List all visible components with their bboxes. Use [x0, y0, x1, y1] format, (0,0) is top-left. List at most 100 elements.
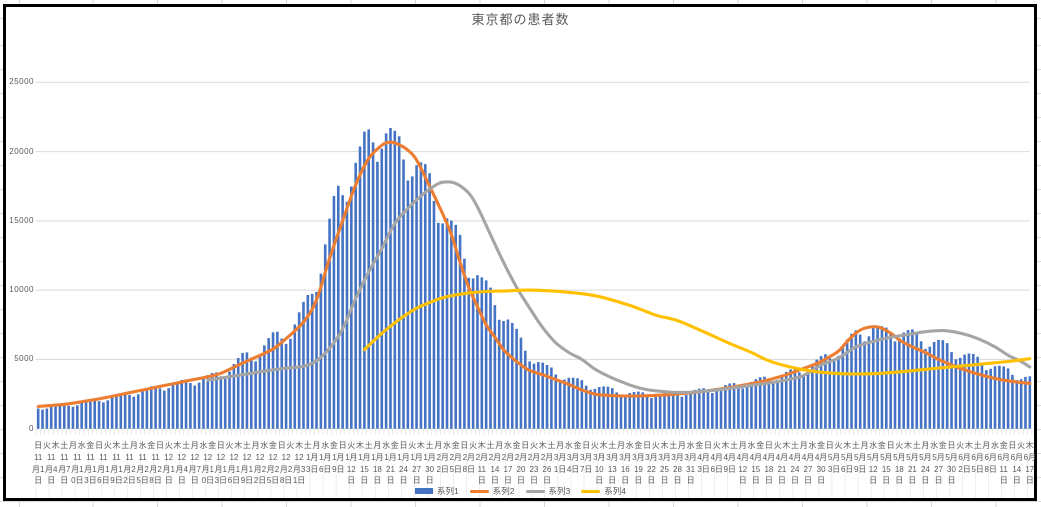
weekday-label: 月: [495, 441, 504, 450]
weekday-label: 木: [416, 441, 425, 450]
date-label: 3月31日: [684, 453, 697, 485]
weekday-label: 土: [851, 441, 860, 450]
weekday-label: 木: [538, 441, 547, 450]
weekday-label: 金: [695, 441, 704, 450]
date-label: 4月12日: [736, 453, 750, 485]
weekday-label: 土: [973, 441, 982, 450]
date-label: 5月15日: [880, 453, 893, 485]
weekday-label: 金: [573, 441, 582, 450]
date-label: 11月4日: [44, 453, 58, 485]
weekday-label: 水: [382, 441, 391, 450]
weekday-label: 木: [782, 441, 791, 450]
weekday-label: 水: [260, 441, 269, 450]
y-axis-tick-label: 0: [29, 424, 34, 433]
date-label: 4月6日: [710, 453, 723, 474]
date-label: 5月12日: [866, 453, 880, 485]
weekday-label: 火: [590, 441, 599, 450]
weekday-label: 金: [938, 441, 947, 450]
weekday-label: 土: [121, 441, 130, 450]
weekday-label: 木: [112, 441, 121, 450]
date-label: 6月14日: [1010, 453, 1024, 485]
weekday-label: 火: [1017, 441, 1026, 450]
date-label: 12月28日: [279, 453, 293, 485]
weekday-label: 金: [817, 441, 826, 450]
legend-item-series4[interactable]: 系列4: [581, 485, 626, 497]
date-label: 2月8日: [462, 453, 476, 474]
weekday-label: 水: [199, 441, 208, 450]
weekday-label: 火: [42, 441, 51, 450]
date-label: 5月30日: [945, 453, 958, 485]
weekday-label: 水: [930, 441, 939, 450]
date-label: 5月3日: [827, 453, 841, 474]
date-label: 5月9日: [853, 453, 867, 474]
weekday-label: 金: [877, 441, 886, 450]
date-label: 3月16日: [619, 453, 632, 485]
weekday-label: 金: [329, 441, 338, 450]
weekday-label: 日: [582, 441, 591, 450]
date-label: 5月6日: [840, 453, 854, 474]
date-label: 2月17日: [501, 453, 515, 485]
date-label: 4月3日: [697, 453, 710, 474]
weekday-label: 土: [303, 441, 312, 450]
weekday-label: 金: [999, 441, 1008, 450]
legend-label: 系列2: [492, 486, 515, 496]
date-label: 5月24日: [919, 453, 932, 485]
date-label: 4月24日: [788, 453, 802, 485]
date-label: 6月8日: [984, 453, 997, 474]
weekday-label: 火: [103, 441, 112, 450]
legend-item-series1[interactable]: 系列1: [415, 485, 459, 497]
weekday-label: 水: [991, 441, 999, 450]
weekday-label: 火: [834, 441, 843, 450]
weekday-label: 水: [625, 441, 634, 450]
weekday-label: 木: [599, 441, 608, 450]
y-axis-tick-label: 25000: [9, 77, 34, 86]
weekday-label: 火: [164, 441, 173, 450]
date-label: 4月30日: [814, 453, 828, 485]
weekday-label: 木: [51, 441, 60, 450]
weekday-label: 日: [277, 441, 286, 450]
weekday-label: 日: [216, 441, 225, 450]
date-label: 3月28日: [671, 453, 684, 485]
y-axis-tick-label: 10000: [9, 285, 34, 294]
weekday-label: 日: [521, 441, 530, 450]
weekday-label: 火: [225, 441, 234, 450]
weekday-label: 土: [60, 441, 69, 450]
weekday-label: 土: [364, 441, 373, 450]
weekday-label: 日: [95, 441, 104, 450]
weekday-label: 金: [86, 441, 95, 450]
weekday-label: 月: [556, 441, 565, 450]
weekday-label: 土: [730, 441, 739, 450]
date-label: 2月23日: [527, 453, 541, 485]
weekday-label: 土: [912, 441, 921, 450]
weekday-label: 月: [921, 441, 930, 450]
date-label: 1月9日: [332, 453, 345, 474]
bar-swatch-icon: [415, 488, 434, 494]
legend-item-series2[interactable]: 系列2: [469, 485, 515, 497]
date-label: 4月15日: [749, 453, 763, 485]
weekday-label: 火: [347, 441, 356, 450]
weekday-label: 月: [799, 441, 808, 450]
weekday-label: 日: [947, 441, 956, 450]
weekday-label: 木: [721, 441, 730, 450]
weekday-label: 火: [530, 441, 538, 450]
date-label: 1月3日: [305, 453, 319, 474]
date-label: 2月11日: [475, 453, 489, 485]
weekday-label: 土: [547, 441, 556, 450]
legend[interactable]: 系列1 系列2 系列3 系列4: [0, 485, 1041, 497]
legend-label: 系列3: [548, 486, 571, 496]
weekday-label: 月: [373, 441, 382, 450]
weekday-label: 月: [860, 441, 869, 450]
date-label: 4月21日: [775, 453, 789, 485]
y-axis-tick-label: 5000: [14, 354, 34, 363]
weekday-label: 金: [634, 441, 643, 450]
date-label: 2月26日: [540, 453, 554, 485]
weekday-label: 金: [147, 441, 156, 450]
weekday-label: 月: [129, 441, 138, 450]
legend-item-series3[interactable]: 系列3: [525, 485, 571, 497]
weekday-label: 日: [886, 441, 895, 450]
weekday-label: 木: [477, 441, 486, 450]
weekday-label: 月: [69, 441, 77, 450]
weekday-label: 木: [964, 441, 973, 450]
date-label: 5月21日: [906, 453, 919, 485]
date-label: 3月13日: [606, 453, 619, 485]
